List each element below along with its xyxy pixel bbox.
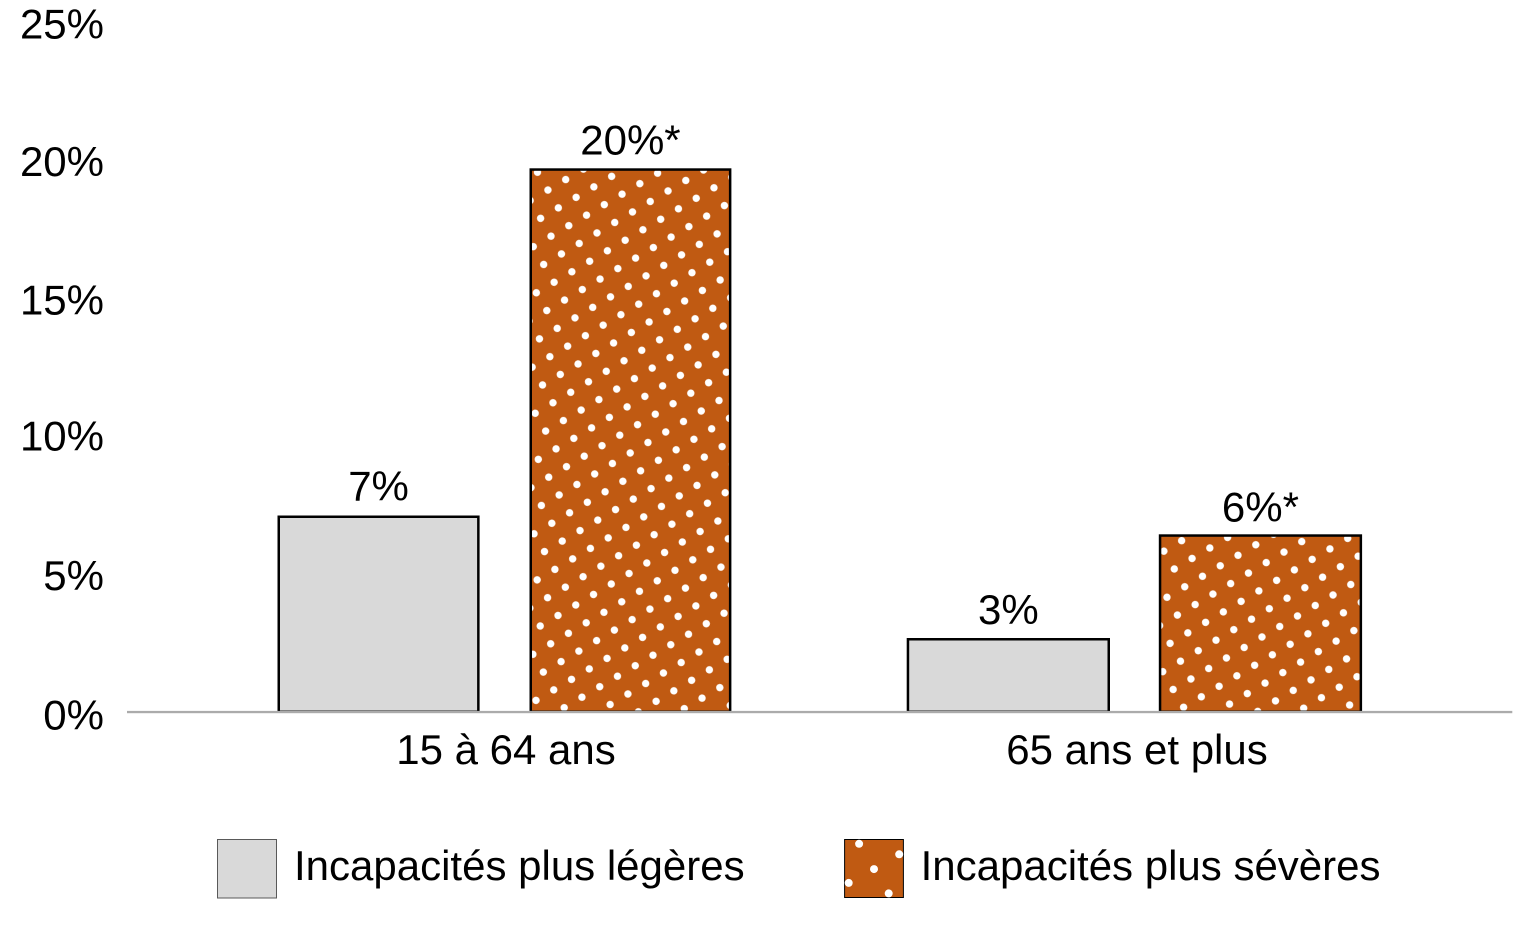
svg-text:7%: 7% — [348, 463, 409, 510]
svg-text:20%*: 20%* — [580, 116, 680, 163]
svg-text:5%: 5% — [43, 552, 104, 599]
svg-text:3%: 3% — [978, 586, 1039, 633]
svg-text:Incapacités plus sévères: Incapacités plus sévères — [921, 842, 1381, 889]
svg-text:20%: 20% — [20, 138, 104, 185]
svg-text:25%: 25% — [20, 0, 104, 47]
svg-text:0%: 0% — [43, 691, 104, 738]
svg-text:15 à 64 ans: 15 à 64 ans — [396, 726, 616, 773]
svg-text:15%: 15% — [20, 276, 104, 323]
svg-text:6%*: 6%* — [1222, 484, 1299, 531]
svg-text:Incapacités plus légères: Incapacités plus légères — [294, 842, 745, 889]
svg-text:65 ans et plus: 65 ans et plus — [1006, 726, 1268, 773]
svg-text:10%: 10% — [20, 413, 104, 460]
